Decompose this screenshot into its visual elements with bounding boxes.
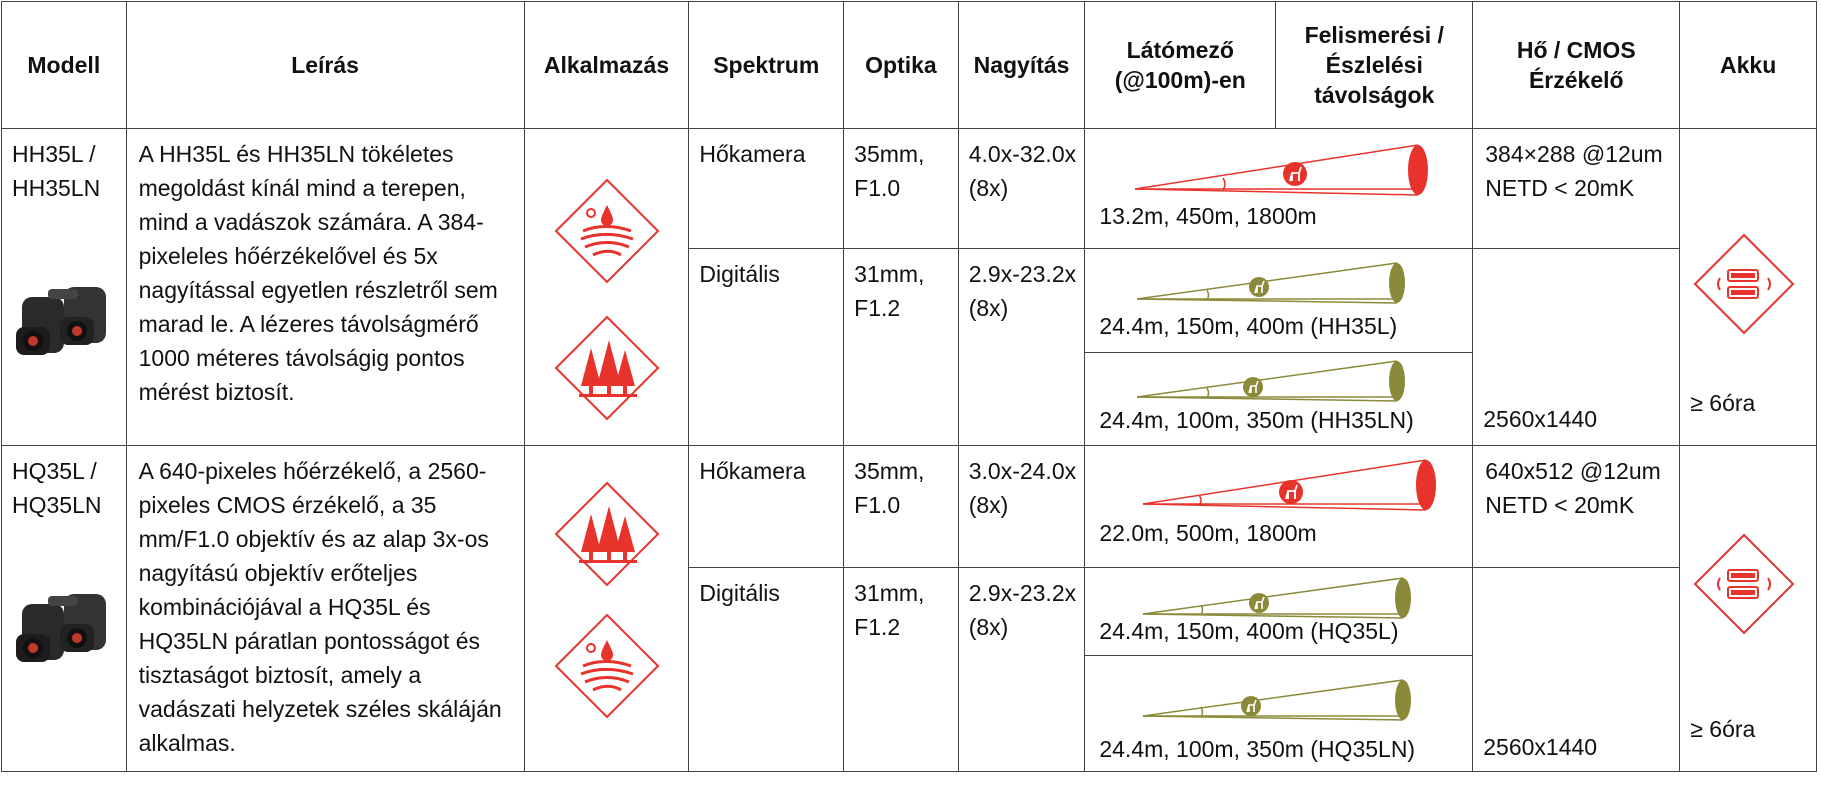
header-spectrum: Spektrum <box>688 1 845 129</box>
table-row: HQ35L / HQ35LN A 640-pixeles hőérzékelő,… <box>1 445 1817 772</box>
range-label-thermal: 13.2m, 450m, 1800m <box>1099 203 1317 229</box>
range-digital-cell-b: 24.4m, 100m, 350m (HQ35LN) <box>1084 655 1474 772</box>
range-label-digital-a: 24.4m, 150m, 400m (HH35L) <box>1099 313 1398 339</box>
sensor-digital: 2560x1440 <box>1483 734 1598 760</box>
optics-thermal: 35mm, F1.0 <box>843 445 959 568</box>
description-cell: A HH35L és HH35LN tökéletes megoldást kí… <box>125 128 525 446</box>
battery-life: ≥ 6óra <box>1690 390 1756 416</box>
battery-life: ≥ 6óra <box>1690 716 1756 742</box>
range-cone-digital-a <box>1137 262 1406 304</box>
model-cell: HQ35L / HQ35LN <box>1 445 127 772</box>
battery-cell: ≥ 6óra <box>1679 445 1817 772</box>
range-thermal-cell: 13.2m, 450m, 1800m <box>1084 128 1474 249</box>
binoculars-image <box>16 594 106 662</box>
binoculars-image <box>16 287 106 355</box>
model-name: HH35L / HH35LN <box>12 141 101 201</box>
battery-icon <box>1693 233 1795 335</box>
range-label-thermal: 22.0m, 500m, 1800m <box>1099 520 1317 546</box>
range-digital-cell-a: 24.4m, 150m, 400m (HQ35L) <box>1084 567 1474 656</box>
header-battery: Akku <box>1679 1 1817 129</box>
spec-table: Modell Leírás Alkalmazás Spektrum Optika… <box>1 1 1817 772</box>
model-name: HQ35L / HQ35LN <box>12 458 102 518</box>
header-optics: Optika <box>843 1 959 129</box>
magnification-digital: 2.9x-23.2x (8x) <box>957 567 1086 772</box>
table-row: 24.4m, 100m, 350m (HQ35LN) <box>2 655 1817 772</box>
model-cell: HH35L / HH35LN <box>1 128 127 446</box>
field-icon <box>554 613 659 719</box>
range-cone-digital-a <box>1143 577 1412 619</box>
sensor-digital-cell: 2560x1440 <box>1472 567 1681 772</box>
sensor-thermal: 384×288 @12um NETD < 20mK <box>1472 128 1681 249</box>
range-digital-cell-b: 24.4m, 100m, 350m (HH35LN) <box>1084 352 1474 446</box>
range-digital-cell-a: 24.4m, 150m, 400m (HH35L) <box>1084 248 1474 353</box>
magnification-digital: 2.9x-23.2x (8x) <box>957 248 1086 446</box>
header-fov: Látómező (@100m)-en <box>1084 1 1277 129</box>
header-magnification: Nagyítás <box>957 1 1086 129</box>
table-row: Digitális 31mm, F1.2 2.9x-23.2x (8x) 24.… <box>2 567 1817 772</box>
field-icon <box>554 178 659 284</box>
range-thermal-cell: 22.0m, 500m, 1800m <box>1084 445 1474 568</box>
header-description: Leírás <box>125 1 525 129</box>
range-cone-digital-b <box>1137 360 1406 402</box>
battery-cell: ≥ 6óra <box>1679 128 1817 446</box>
header-row: Modell Leírás Alkalmazás Spektrum Optika… <box>1 1 1817 129</box>
range-cone-thermal <box>1135 144 1429 196</box>
application-cell <box>523 128 690 446</box>
magnification-thermal: 3.0x-24.0x (8x) <box>957 445 1086 568</box>
sensor-digital-cell: 2560x1440 <box>1472 248 1681 446</box>
magnification-thermal: 4.0x-32.0x (8x) <box>957 128 1086 249</box>
sensor-thermal: 640x512 @12um NETD < 20mK <box>1472 445 1681 568</box>
range-cone-digital-b <box>1143 679 1412 721</box>
battery-icon <box>1693 533 1795 635</box>
range-cone-thermal <box>1143 459 1437 511</box>
spectrum-digital: Digitális <box>688 567 845 772</box>
header-recognition: Felismerési / Észlelési távolságok <box>1275 1 1474 129</box>
header-application: Alkalmazás <box>523 1 690 129</box>
header-sensor: Hő / CMOS Érzékelő <box>1472 1 1681 129</box>
description-cell: A 640-pixeles hőérzékelő, a 2560-pixeles… <box>125 445 525 772</box>
range-label-digital-b: 24.4m, 100m, 350m (HQ35LN) <box>1099 736 1416 762</box>
forest-icon <box>554 315 659 421</box>
sensor-digital: 2560x1440 <box>1483 406 1598 432</box>
optics-thermal: 35mm, F1.0 <box>843 128 959 249</box>
table-row: HH35L / HH35LN A HH35L és HH35LN tökélet… <box>1 128 1817 446</box>
range-label-digital-a: 24.4m, 150m, 400m (HQ35L) <box>1099 618 1399 644</box>
spectrum-thermal: Hőkamera <box>688 445 845 568</box>
spectrum-digital: Digitális <box>688 248 845 446</box>
table-row: Digitális 31mm, F1.2 2.9x-23.2x (8x) 24.… <box>2 248 1817 446</box>
application-cell <box>523 445 690 772</box>
optics-digital: 31mm, F1.2 <box>843 248 959 446</box>
forest-icon <box>554 481 659 587</box>
table-row: 24.4m, 100m, 350m (HH35LN) <box>2 352 1817 446</box>
spectrum-thermal: Hőkamera <box>688 128 845 249</box>
range-label-digital-b: 24.4m, 100m, 350m (HH35LN) <box>1099 407 1414 433</box>
header-model: Modell <box>1 1 127 129</box>
optics-digital: 31mm, F1.2 <box>843 567 959 772</box>
